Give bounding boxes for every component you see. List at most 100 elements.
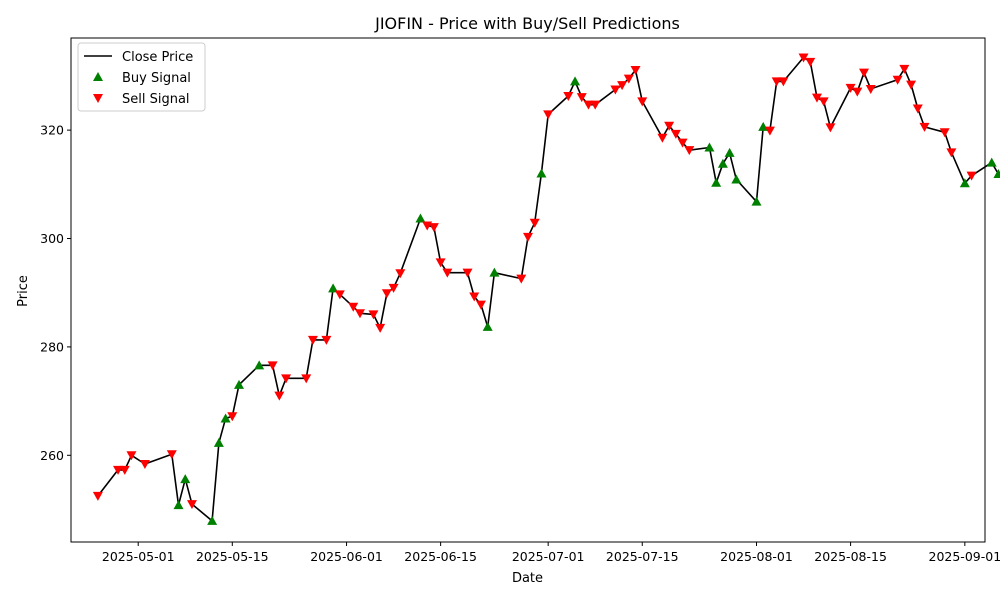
buy-signal-marker [959, 178, 970, 188]
sell-signal-marker [92, 491, 103, 501]
sell-signal-marker [119, 465, 130, 475]
buy-signal-marker [234, 379, 245, 389]
sell-signal-marker [523, 232, 533, 242]
buy-signal-marker [254, 360, 265, 370]
buy-signal-marker [704, 142, 715, 152]
sell-signal-marker [845, 83, 856, 93]
buy-signal-marker [536, 168, 547, 178]
sell-signal-marker [798, 53, 809, 63]
sell-signal-marker [919, 122, 930, 132]
sell-signal-marker [623, 74, 634, 84]
x-tick-label: 2025-06-01 [310, 549, 383, 564]
buy-signal-marker [207, 515, 218, 525]
sell-signal-marker [368, 310, 379, 320]
sell-signal-marker [771, 77, 782, 87]
legend-buy-signal-label: Buy Signal [122, 71, 191, 86]
chart-title: JIOFIN - Price with Buy/Sell Predictions [374, 14, 680, 33]
buy-signal-marker [986, 157, 997, 167]
sell-signal-marker [281, 374, 292, 384]
sell-signal-marker [381, 289, 392, 299]
x-tick-label: 2025-05-01 [102, 549, 175, 564]
sell-signal-marker [435, 258, 446, 268]
x-tick-label: 2025-05-15 [196, 549, 269, 564]
y-tick-label: 260 [40, 448, 64, 463]
x-tick-label: 2025-09-01 [929, 549, 1000, 564]
sell-signal-marker [684, 146, 695, 156]
sell-signal-marker [469, 292, 480, 302]
sell-signal-marker [516, 274, 527, 284]
sell-signal-marker [852, 87, 863, 97]
sell-signal-marker [563, 91, 574, 101]
sell-signal-marker [906, 80, 917, 90]
sell-signal-marker [354, 309, 365, 319]
sell-signal-marker [946, 148, 957, 158]
buy-signal-marker [482, 321, 493, 331]
sell-signal-marker [966, 171, 977, 181]
buy-signal-marker [180, 474, 191, 484]
buy-signal-marker [731, 174, 742, 184]
x-tick-label: 2025-07-15 [606, 549, 679, 564]
sell-signal-marker [670, 129, 681, 139]
y-axis-ticks: 260 280 300 320 [40, 123, 71, 463]
sell-signal-marker [818, 97, 829, 107]
sell-signal-marker [677, 138, 688, 148]
sell-signal-marker [583, 100, 594, 110]
legend-box [77, 42, 206, 112]
sell-signal-marker [529, 218, 540, 228]
sell-signal-marker [764, 126, 775, 136]
buy-signal-marker [711, 177, 722, 187]
legend: Close Price Buy Signal Sell Signal [77, 42, 206, 112]
y-axis-label: Price [16, 275, 31, 307]
sell-signal-marker [637, 97, 648, 107]
sell-signal-marker [348, 302, 359, 312]
buy-signal-marker [173, 500, 184, 510]
buy-signal-marker [993, 169, 1000, 179]
sell-signal-marker [778, 77, 789, 87]
y-tick-label: 280 [40, 339, 64, 354]
buy-signal-marker [758, 121, 769, 131]
sell-signal-marker [388, 283, 399, 293]
y-tick-label: 320 [40, 123, 64, 138]
legend-buy-signal-swatch [93, 72, 103, 81]
sell-signal-marker [166, 450, 177, 460]
x-tick-label: 2025-08-15 [814, 549, 887, 564]
sell-signal-marker [664, 121, 675, 131]
sell-signal-marker [375, 323, 386, 333]
plot-area [92, 53, 1000, 525]
sell-signal-marker [610, 85, 621, 95]
buy-signal-marker [751, 196, 762, 206]
sell-signal-marker [939, 128, 950, 138]
legend-sell-signal-label: Sell Signal [122, 92, 190, 107]
buy-signal-marker [489, 267, 500, 277]
sell-signal-marker [428, 223, 439, 233]
buy-signal-marker [415, 213, 426, 223]
axes-frame [70, 37, 986, 543]
sell-signal-marker [274, 391, 285, 401]
sell-signal-marker [865, 84, 876, 94]
buy-signal-marker [570, 76, 581, 86]
legend-sell-signal-swatch [93, 94, 103, 103]
sell-signal-marker [227, 412, 238, 422]
sell-signal-marker [630, 65, 641, 75]
buy-signal-marker [213, 437, 224, 447]
sell-signal-marker [126, 451, 137, 461]
sell-signal-marker [912, 104, 923, 114]
sell-signal-marker [543, 110, 554, 120]
y-tick-label: 300 [40, 231, 64, 246]
sell-signal-marker [617, 81, 628, 91]
x-axis-ticks: 2025-05-01 2025-05-15 2025-06-01 2025-06-15… [102, 542, 1000, 564]
sell-signal-marker [186, 500, 197, 510]
x-tick-label: 2025-06-15 [404, 549, 477, 564]
sell-signal-marker [113, 465, 124, 475]
buy-signal-marker [717, 158, 728, 168]
sell-signal-marker [892, 75, 903, 85]
sell-signal-marker [139, 459, 150, 469]
sell-signal-marker [859, 68, 870, 78]
sell-signal-marker [395, 269, 406, 279]
buy-signal-marker [220, 413, 231, 423]
sell-signal-marker [811, 93, 822, 103]
sell-signal-marker [462, 268, 473, 278]
legend-close-price-label: Close Price [122, 50, 193, 65]
sell-signal-marker [899, 64, 910, 74]
